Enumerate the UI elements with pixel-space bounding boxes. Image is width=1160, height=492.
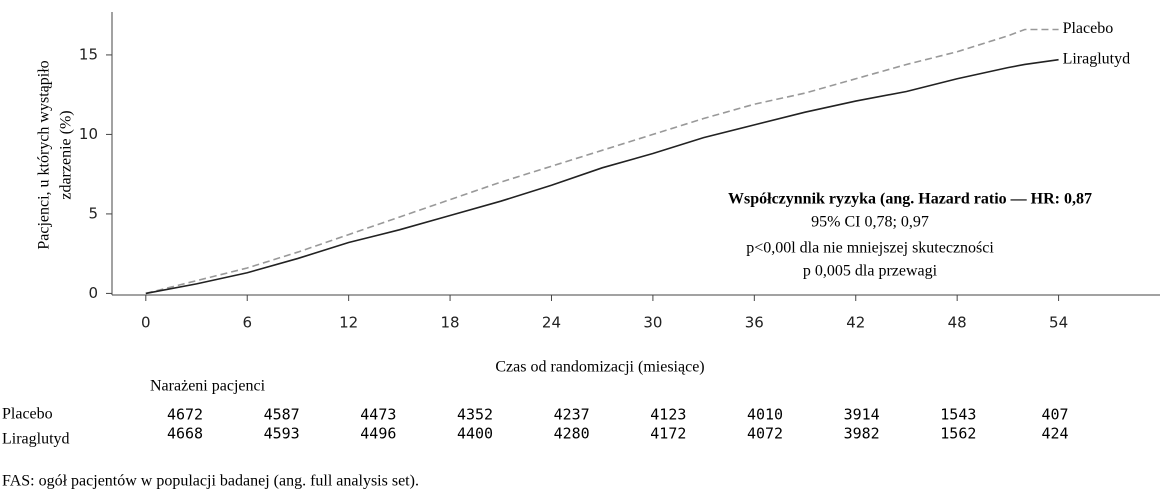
x-tick-label: 42 bbox=[846, 314, 865, 332]
y-tick-label: 15 bbox=[79, 45, 98, 63]
risk-value: 1562 bbox=[940, 425, 976, 443]
risk-value: 424 bbox=[1041, 425, 1068, 443]
annotation: Współczynnik ryzyka (ang. Hazard ratio —… bbox=[728, 191, 1092, 208]
risk-value: 4473 bbox=[360, 406, 396, 424]
risk-value: 4280 bbox=[554, 425, 590, 443]
risk-value: 4237 bbox=[554, 406, 590, 424]
risk-value: 4123 bbox=[650, 406, 686, 424]
y-axis-label: zdarzenie (%) bbox=[58, 110, 75, 199]
y-axis-label: Pacjenci, u których wystąpiło bbox=[36, 60, 53, 249]
risk-value: 4172 bbox=[650, 425, 686, 443]
risk-value: 4352 bbox=[457, 406, 493, 424]
y-tick-label: 10 bbox=[79, 125, 98, 143]
risk-value: 4668 bbox=[167, 425, 203, 443]
risk-value: 4587 bbox=[264, 406, 300, 424]
risk-value: 407 bbox=[1041, 406, 1068, 424]
risk-value: 4400 bbox=[457, 425, 493, 443]
annotation: p<0,00l dla nie mniejszej skuteczności bbox=[746, 240, 994, 257]
risk-value: 4072 bbox=[747, 425, 783, 443]
risk-row-label: Liraglutyd bbox=[2, 431, 70, 448]
footnote: FAS: ogół pacjentów w populacji badanej … bbox=[2, 473, 419, 490]
x-tick-label: 6 bbox=[242, 314, 252, 332]
risk-row-label: Placebo bbox=[2, 406, 53, 423]
x-tick-label: 54 bbox=[1049, 314, 1068, 332]
risk-value: 1543 bbox=[940, 406, 976, 424]
x-tick-label: 36 bbox=[745, 314, 764, 332]
annotation: 95% CI 0,78; 0,97 bbox=[811, 214, 929, 231]
x-tick-label: 18 bbox=[441, 314, 460, 332]
x-axis-label: Czas od randomizacji (miesiące) bbox=[495, 359, 704, 376]
legend-label: Liraglutyd bbox=[1063, 50, 1131, 67]
x-tick-label: 48 bbox=[948, 314, 967, 332]
risk-value: 4010 bbox=[747, 406, 783, 424]
legend-label: Placebo bbox=[1063, 20, 1114, 37]
x-tick-label: 0 bbox=[141, 314, 151, 332]
x-tick-label: 30 bbox=[643, 314, 662, 332]
risk-value: 4496 bbox=[360, 425, 396, 443]
risk-value: 3914 bbox=[844, 406, 880, 424]
risk-value: 4593 bbox=[264, 425, 300, 443]
risk-table-title: Narażeni pacjenci bbox=[150, 378, 266, 395]
x-tick-label: 12 bbox=[339, 314, 358, 332]
y-tick-label: 5 bbox=[88, 204, 98, 222]
series-line bbox=[145, 58, 1059, 295]
series-line bbox=[145, 28, 1059, 295]
annotation: p 0,005 dla przewagi bbox=[803, 263, 938, 280]
risk-value: 3982 bbox=[844, 425, 880, 443]
x-tick-label: 24 bbox=[542, 314, 561, 332]
risk-value: 4672 bbox=[167, 406, 203, 424]
y-tick-label: 0 bbox=[88, 284, 98, 302]
